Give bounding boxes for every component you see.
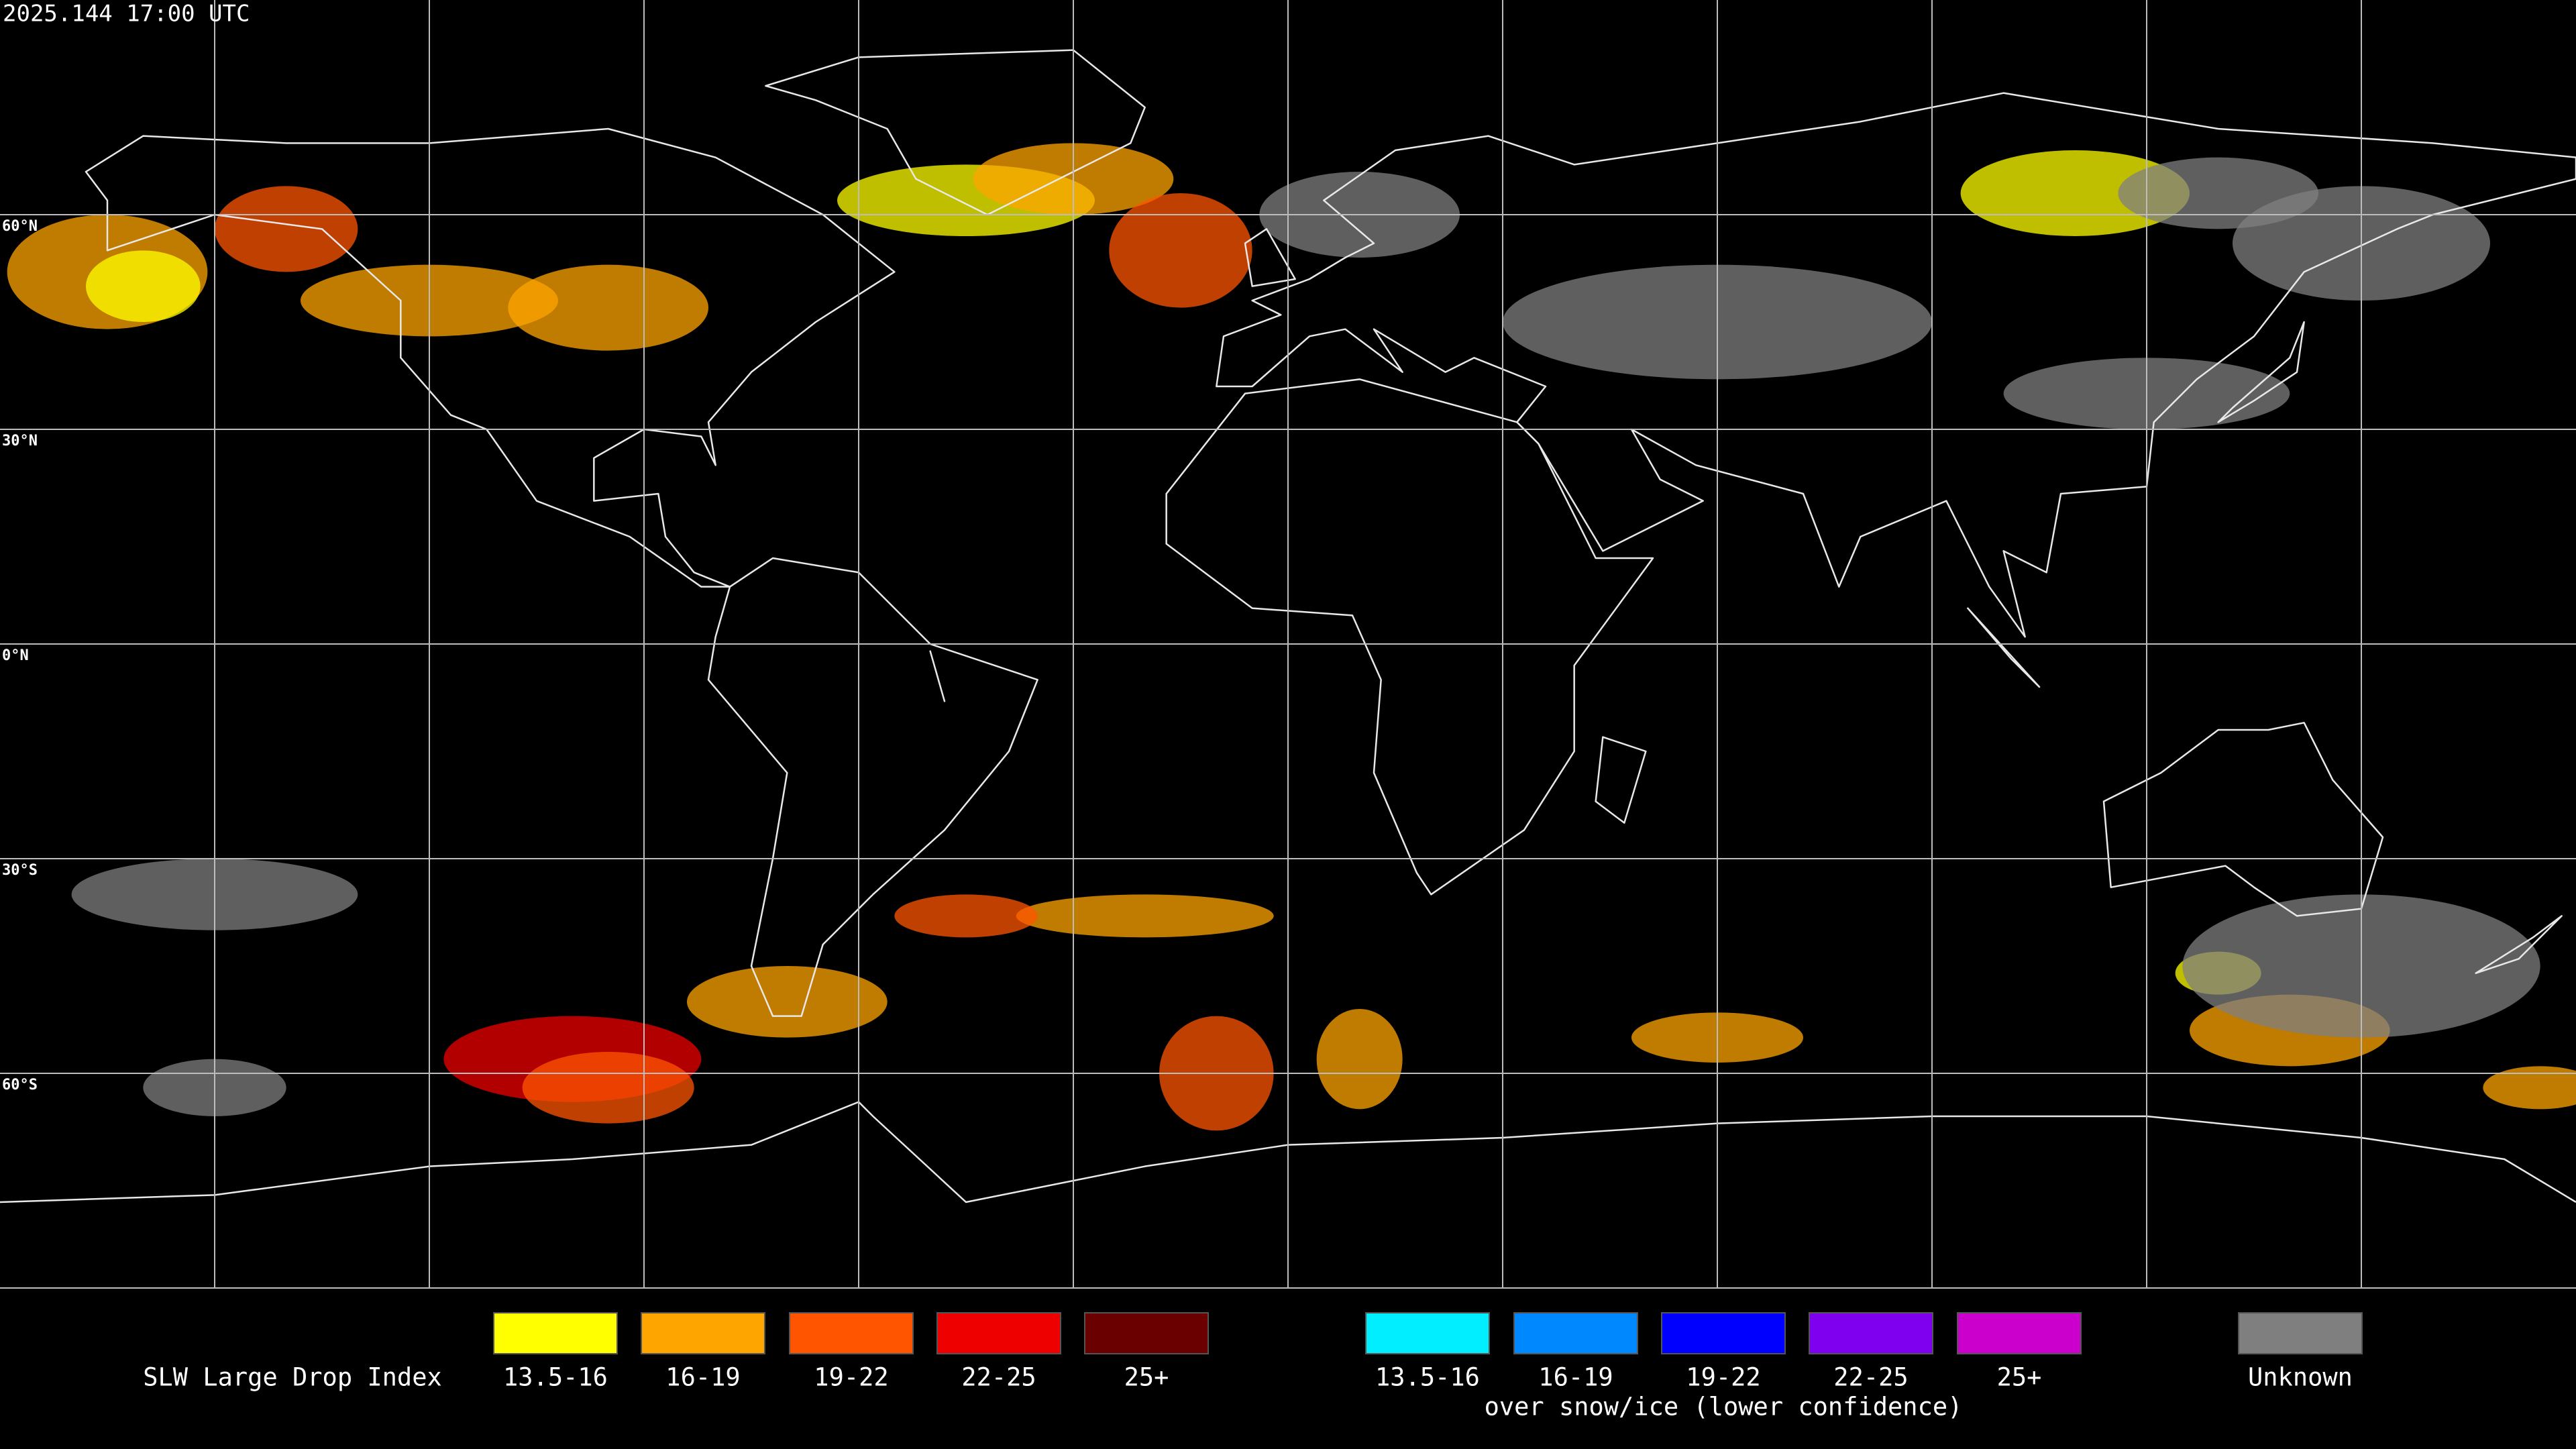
coastline [1165,378,1654,896]
cloud-patch [2483,1066,2576,1110]
cloud-patch [215,186,358,272]
legend-swatch [1809,1312,1933,1354]
coastline [1244,228,1296,287]
coastline [1216,92,2576,638]
legend-swatch [641,1312,765,1354]
cloud-patch [508,264,708,351]
legend-swatch [2238,1312,2363,1354]
cloud-patch [1109,193,1252,308]
legend-caption: over snow/ice (lower confidence) [1485,1393,1963,1421]
cloud-patch [85,250,201,322]
legend-swatch [1957,1312,2082,1354]
coastlines [0,49,2576,1203]
legend-label: 25+ [1124,1363,1169,1392]
lat-label: 30°N [2,433,38,449]
coastline [765,49,1146,216]
cloud-patch [522,1052,694,1124]
cloud-patch [1016,894,1274,938]
legend-swatch [1084,1312,1209,1354]
coastline [929,650,946,702]
legend-swatch [1365,1312,1490,1354]
lat-label: 0°N [2,647,29,664]
coastline [2217,321,2305,423]
legend-label: Unknown [2248,1363,2353,1392]
legend-label: 25+ [1997,1363,2042,1392]
coastline [85,127,896,588]
cloud-patch [1316,1009,1403,1110]
coastline [2475,915,2563,974]
legend-swatch [936,1312,1061,1354]
legend-label: 19-22 [1686,1363,1760,1392]
legend-label: 22-25 [1833,1363,1908,1392]
lat-label: 30°S [2,862,38,879]
cloud-patch [894,894,1038,938]
coastline [707,557,1038,1017]
lat-label: 60°S [2,1077,38,1093]
coastline [2102,722,2384,917]
legend-label: 22-25 [961,1363,1036,1392]
legend-label: 16-19 [1538,1363,1613,1392]
coastline [1967,607,2041,688]
legend-label: 16-19 [665,1363,740,1392]
timestamp: 2025.144 17:00 UTC [3,1,250,28]
lat-label: 60°N [2,218,38,235]
legend-swatch [1513,1312,1638,1354]
legend-label: 13.5-16 [503,1363,608,1392]
legend-swatch [1661,1312,1786,1354]
legend-label: 13.5-16 [1375,1363,1480,1392]
coastline [1595,736,1647,824]
legend-title: SLW Large Drop Index [143,1363,442,1392]
graticule: 60°N 30°N 0°N 30°S 60°S [0,0,2576,1288]
coastline [0,1101,2576,1203]
cloud-patch [687,966,888,1038]
legend-label: 19-22 [814,1363,888,1392]
legend-swatch [789,1312,914,1354]
legend-swatch [493,1312,618,1354]
legend: SLW Large Drop Index 13.5-16 16-19 19-22 22… [143,1312,2363,1421]
